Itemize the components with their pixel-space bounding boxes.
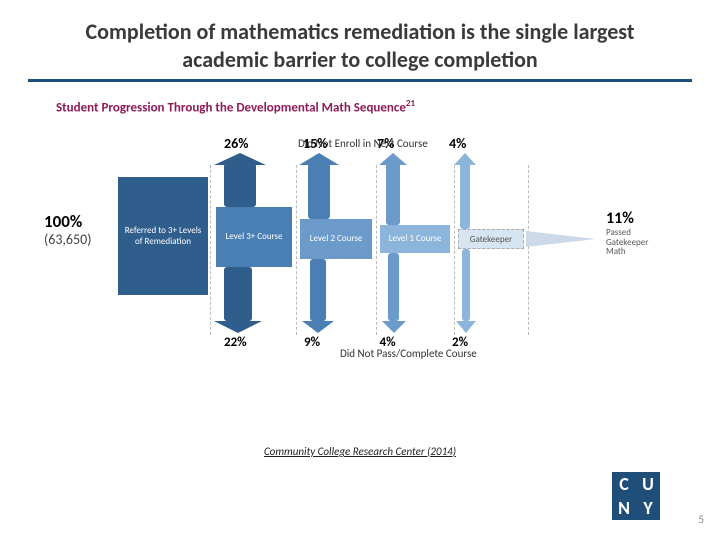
pct-down-0: 22% <box>224 335 247 350</box>
sankey-chart: Referred to 3+ Levels of Remediation100%… <box>50 125 670 375</box>
pct-up-3: 4% <box>449 135 466 152</box>
citation: Community College Research Center (2014) <box>0 445 720 458</box>
stage-divider <box>296 165 297 335</box>
figure-title-text: Student Progression Through the Developm… <box>56 100 406 115</box>
logo-letter: Y <box>636 496 660 520</box>
pct-up-0: 26% <box>224 135 248 152</box>
logo-letter: U <box>636 472 660 496</box>
end-label: 11%PassedGatekeeperMath <box>606 211 648 256</box>
figure-title: Student Progression Through the Developm… <box>56 98 720 115</box>
pct-down-1: 9% <box>304 335 320 350</box>
stage-divider <box>376 165 377 335</box>
slide-title: Completion of mathematics remediation is… <box>0 0 720 79</box>
stage-divider <box>528 165 529 335</box>
start-block: Referred to 3+ Levels of Remediation <box>118 177 208 295</box>
figure-title-sup: 21 <box>406 98 415 109</box>
annot-down: Did Not Pass/Complete Course <box>340 347 477 360</box>
title-rule <box>28 79 692 82</box>
stage-3: Gatekeeper <box>458 229 524 249</box>
logo-letter: C <box>612 472 636 496</box>
stage-2: Level 1 Course <box>380 225 450 253</box>
stage-divider <box>454 165 455 335</box>
annot-up: Did Not Enroll in Next Course <box>298 137 428 150</box>
cuny-logo: CUNY <box>612 472 660 520</box>
page-number: 5 <box>698 513 704 526</box>
stage-1: Level 2 Course <box>300 219 372 259</box>
logo-letter: N <box>612 496 636 520</box>
start-percent: 100%(63,650) <box>44 213 91 247</box>
final-arrow <box>526 231 596 247</box>
stage-0: Level 3+ Course <box>216 207 292 267</box>
stage-divider <box>210 165 211 335</box>
